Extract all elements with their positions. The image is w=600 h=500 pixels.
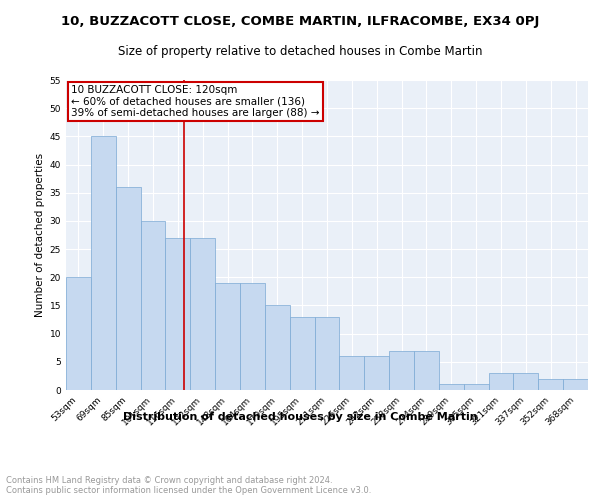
Bar bbox=[166, 238, 190, 390]
Bar bbox=[240, 283, 265, 390]
Bar bbox=[314, 316, 340, 390]
Bar bbox=[488, 373, 514, 390]
Text: Distribution of detached houses by size in Combe Martin: Distribution of detached houses by size … bbox=[122, 412, 478, 422]
Bar bbox=[265, 306, 290, 390]
Bar bbox=[364, 356, 389, 390]
Bar bbox=[464, 384, 488, 390]
Bar bbox=[514, 373, 538, 390]
Bar bbox=[215, 283, 240, 390]
Bar bbox=[340, 356, 364, 390]
Bar bbox=[538, 378, 563, 390]
Text: 10, BUZZACOTT CLOSE, COMBE MARTIN, ILFRACOMBE, EX34 0PJ: 10, BUZZACOTT CLOSE, COMBE MARTIN, ILFRA… bbox=[61, 15, 539, 28]
Bar bbox=[439, 384, 464, 390]
Bar bbox=[91, 136, 116, 390]
Text: Size of property relative to detached houses in Combe Martin: Size of property relative to detached ho… bbox=[118, 45, 482, 58]
Text: Contains HM Land Registry data © Crown copyright and database right 2024.
Contai: Contains HM Land Registry data © Crown c… bbox=[6, 476, 371, 495]
Text: 10 BUZZACOTT CLOSE: 120sqm
← 60% of detached houses are smaller (136)
39% of sem: 10 BUZZACOTT CLOSE: 120sqm ← 60% of deta… bbox=[71, 84, 320, 118]
Bar bbox=[290, 316, 314, 390]
Bar bbox=[190, 238, 215, 390]
Bar bbox=[116, 187, 140, 390]
Bar bbox=[414, 350, 439, 390]
Y-axis label: Number of detached properties: Number of detached properties bbox=[35, 153, 46, 317]
Bar bbox=[563, 378, 588, 390]
Bar bbox=[389, 350, 414, 390]
Bar bbox=[66, 278, 91, 390]
Bar bbox=[140, 221, 166, 390]
